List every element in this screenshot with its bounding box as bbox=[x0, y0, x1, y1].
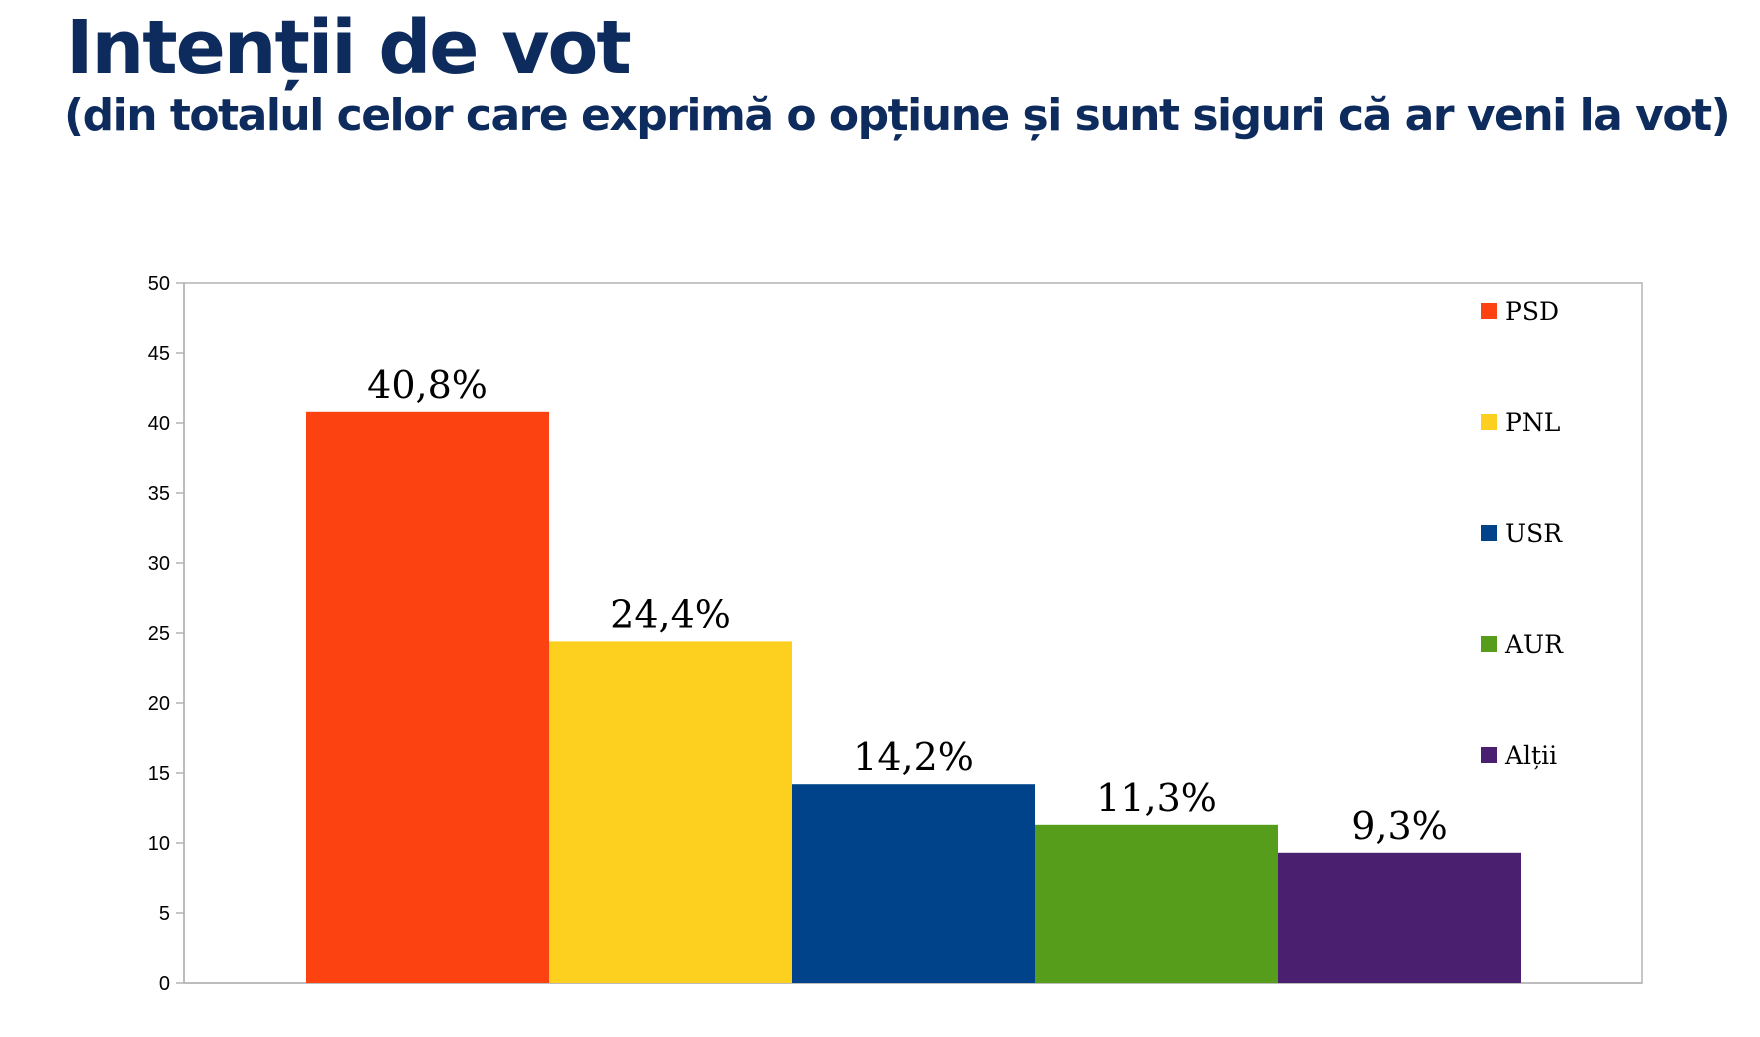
data-label-aur: 11,3% bbox=[1096, 776, 1217, 820]
legend: PSD PNL USR AUR Alții bbox=[1481, 297, 1564, 770]
y-tick-label: 40 bbox=[148, 413, 170, 435]
legend-swatch-alții bbox=[1481, 747, 1497, 763]
legend-label-alții: Alții bbox=[1504, 741, 1557, 770]
legend-label-psd: PSD bbox=[1505, 297, 1559, 326]
y-tick-label: 35 bbox=[148, 483, 170, 505]
legend-label-aur: AUR bbox=[1504, 630, 1564, 659]
bar-psd bbox=[306, 411, 549, 983]
y-tick-label: 15 bbox=[148, 763, 170, 785]
y-tick-label: 5 bbox=[159, 903, 170, 925]
legend-swatch-usr bbox=[1481, 525, 1497, 541]
legend-swatch-psd bbox=[1481, 303, 1497, 319]
legend-label-pnl: PNL bbox=[1505, 408, 1560, 437]
y-tick-label: 25 bbox=[148, 623, 170, 645]
data-label-psd: 40,8% bbox=[367, 363, 488, 407]
y-axis: 0 5 10 15 20 25 30 35 40 45 50 bbox=[148, 273, 1643, 995]
bars bbox=[306, 411, 1521, 983]
legend-label-usr: USR bbox=[1505, 519, 1563, 548]
legend-swatch-pnl bbox=[1481, 414, 1497, 430]
y-tick-label: 0 bbox=[159, 973, 170, 995]
page-title: Intenții de vot bbox=[66, 5, 632, 91]
data-label-pnl: 24,4% bbox=[610, 592, 731, 636]
y-tick-label: 30 bbox=[148, 553, 170, 575]
y-tick-label: 10 bbox=[148, 833, 170, 855]
bar-pnl bbox=[549, 641, 792, 983]
bar-alții bbox=[1278, 852, 1521, 983]
bar-aur bbox=[1035, 824, 1278, 983]
y-tick-label: 45 bbox=[148, 343, 170, 365]
bar-usr bbox=[792, 784, 1035, 983]
y-tick-label: 50 bbox=[148, 273, 170, 295]
data-labels: 40,8% 24,4% 14,2% 11,3% 9,3% bbox=[367, 363, 1448, 848]
page-subtitle: (din totalul celor care exprimă o opțiun… bbox=[64, 90, 1731, 141]
data-label-usr: 14,2% bbox=[853, 735, 974, 779]
y-tick-label: 20 bbox=[148, 693, 170, 715]
data-label-alții: 9,3% bbox=[1351, 804, 1448, 848]
legend-swatch-aur bbox=[1481, 636, 1497, 652]
